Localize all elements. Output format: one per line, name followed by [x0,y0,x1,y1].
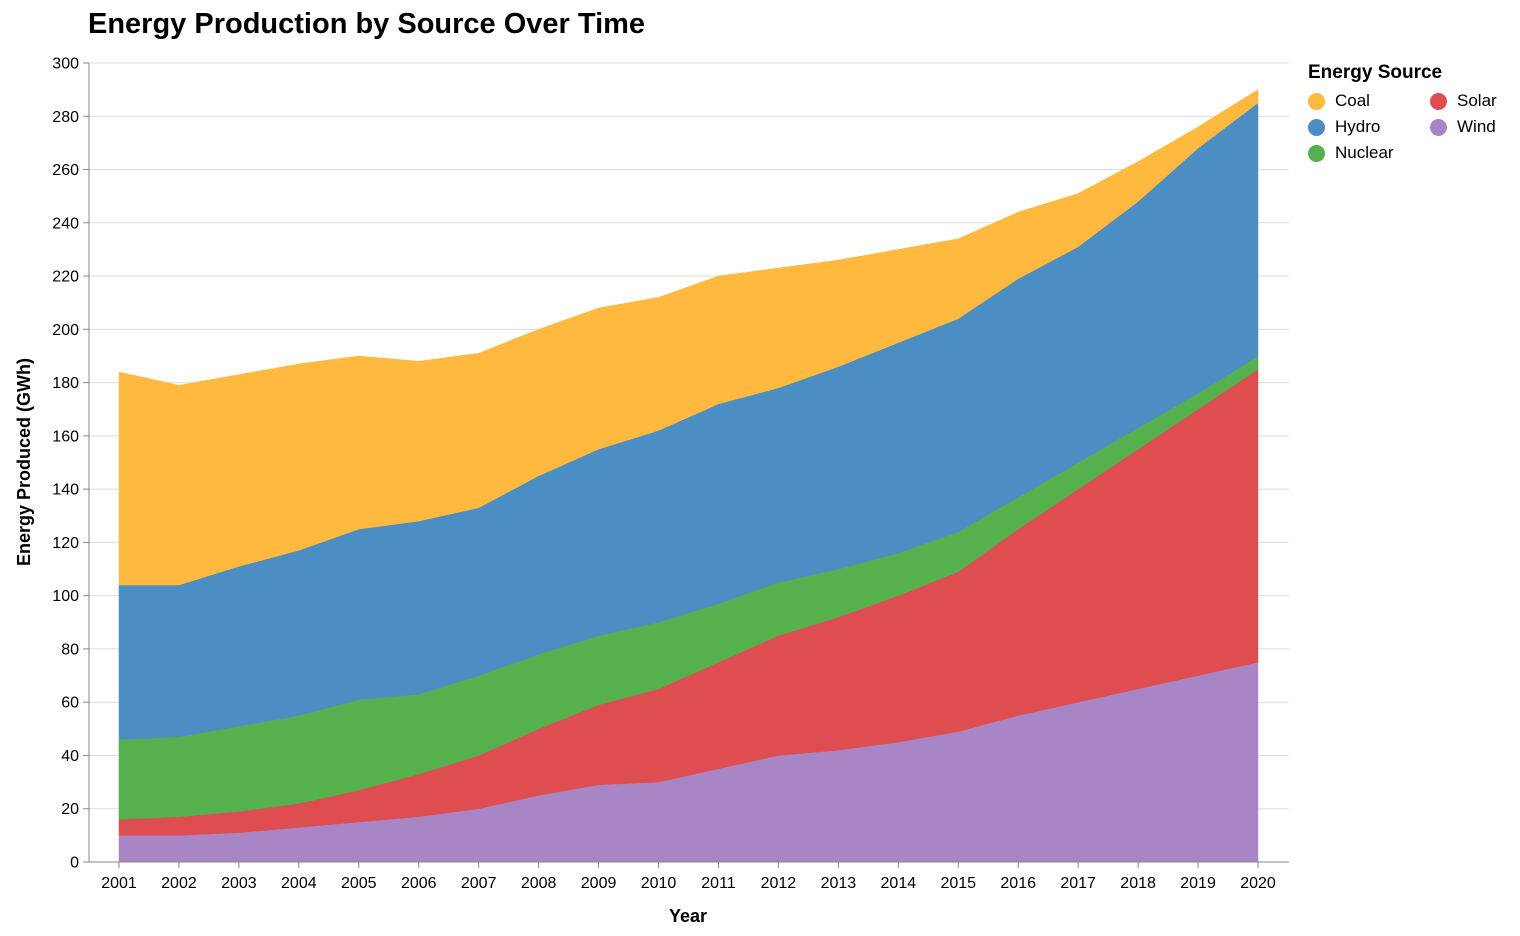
legend-item-hydro[interactable]: Hydro [1308,116,1430,138]
y-tick-label: 280 [52,109,79,126]
x-tick-label: 2014 [881,875,917,892]
legend-entries: Coal Solar Hydro Wind Nuclear [1308,90,1520,164]
y-tick-label: 0 [70,855,79,872]
legend-label: Nuclear [1335,143,1394,162]
y-tick-label: 100 [52,588,79,605]
legend-swatch [1308,144,1325,162]
y-tick-label: 180 [52,375,79,392]
x-tick-label: 2015 [940,875,976,892]
x-tick-label: 2011 [701,875,736,892]
y-tick-label: 20 [61,801,79,818]
y-tick-label: 120 [52,535,79,552]
y-tick-label: 160 [52,428,79,445]
x-tick-label: 2009 [581,875,617,892]
legend-swatch [1430,118,1447,136]
legend-label: Coal [1335,91,1370,110]
legend-item-wind[interactable]: Wind [1430,116,1520,138]
legend-item-nuclear[interactable]: Nuclear [1308,142,1430,164]
area-coal[interactable] [118,89,1259,586]
x-tick-label: 2007 [461,875,497,892]
legend-item-solar[interactable]: Solar [1430,90,1520,112]
x-tick-label: 2001 [101,875,137,892]
x-tick-label: 2002 [161,875,197,892]
y-tick-label: 260 [52,162,79,179]
y-tick-label: 200 [52,322,79,339]
legend: Energy Source Coal Solar Hydro Wind Nuclear [1308,62,1520,164]
legend-label: Wind [1457,117,1496,136]
legend-swatch [1308,92,1325,110]
y-tick-label: 140 [52,482,79,499]
x-tick-label: 2017 [1060,875,1096,892]
y-tick-label: 80 [61,641,79,658]
x-tick-label: 2003 [221,875,257,892]
x-axis-title: Year [669,906,707,926]
x-tick-label: 2006 [401,875,437,892]
x-tick-label: 2008 [521,875,557,892]
legend-label: Hydro [1335,117,1381,136]
legend-swatch [1430,92,1447,110]
legend-item-coal[interactable]: Coal [1308,90,1430,112]
y-tick-label: 300 [52,56,79,73]
y-tick-label: 40 [61,748,79,765]
x-tick-label: 2005 [341,875,377,892]
area-series-layer [118,89,1259,863]
axes: 0 20 40 60 80 100 120 140 160 180 200 220 240 260 280 3… [52,56,1289,892]
x-tick-label: 2019 [1180,875,1216,892]
y-axis-title: Energy Produced (GWh) [14,358,34,566]
legend-label: Solar [1457,91,1497,110]
x-tick-label: 2004 [281,875,317,892]
legend-swatch [1308,118,1325,136]
x-tick-label: 2010 [641,875,677,892]
chart-title: Energy Production by Source Over Time [88,8,646,40]
x-tick-label: 2016 [1000,875,1036,892]
x-tick-label: 2020 [1240,875,1276,892]
x-tick-label: 2018 [1120,875,1156,892]
y-tick-label: 240 [52,215,79,232]
y-tick-label: 60 [61,695,79,712]
x-tick-label: 2012 [761,875,797,892]
y-tick-label: 220 [52,269,79,286]
legend-title: Energy Source [1308,62,1443,83]
x-tick-label: 2013 [821,875,857,892]
